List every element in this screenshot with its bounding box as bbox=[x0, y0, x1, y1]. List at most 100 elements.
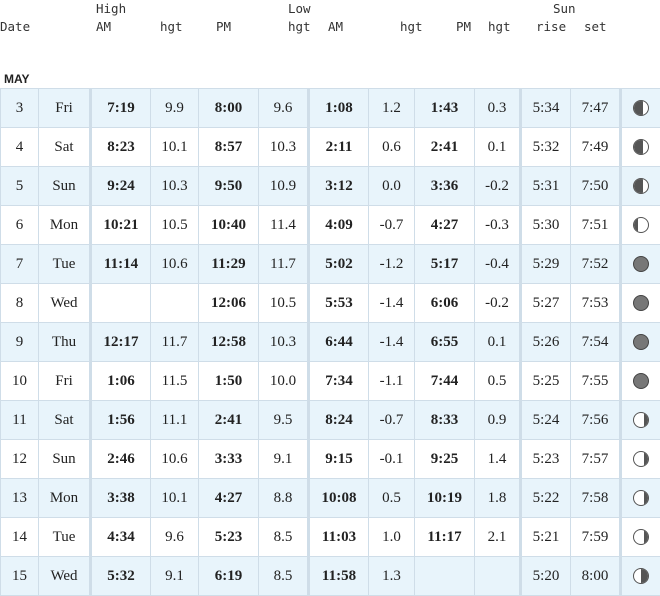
day-cell: 6 bbox=[1, 206, 39, 245]
high-am-time: 11:14 bbox=[91, 245, 151, 284]
waxing-gibbous-icon bbox=[633, 217, 649, 233]
low-am-time: 9:15 bbox=[309, 440, 369, 479]
high-am-height: 10.6 bbox=[151, 440, 199, 479]
high-pm-time: 10:40 bbox=[199, 206, 259, 245]
sunset-cell: 7:51 bbox=[571, 206, 621, 245]
day-cell: 13 bbox=[1, 479, 39, 518]
weekday-cell: Sun bbox=[39, 167, 91, 206]
weekday-cell: Fri bbox=[39, 362, 91, 401]
high-am-time: 8:23 bbox=[91, 128, 151, 167]
header-sun-rise: rise bbox=[536, 20, 566, 34]
high-pm-height: 11.4 bbox=[259, 206, 309, 245]
weekday-cell: Thu bbox=[39, 323, 91, 362]
high-pm-height: 9.6 bbox=[259, 89, 309, 128]
sunrise-cell: 5:27 bbox=[521, 284, 571, 323]
high-am-time: 1:06 bbox=[91, 362, 151, 401]
header-high-am: AM bbox=[96, 20, 111, 34]
low-am-time: 10:08 bbox=[309, 479, 369, 518]
waxing-crescent-icon bbox=[633, 139, 649, 155]
low-am-time: 6:44 bbox=[309, 323, 369, 362]
waxing-crescent-icon bbox=[633, 100, 649, 116]
waxing-crescent-icon bbox=[633, 178, 649, 194]
header-low-pm-hgt: hgt bbox=[488, 20, 511, 34]
high-pm-time: 8:00 bbox=[199, 89, 259, 128]
low-am-height: 1.3 bbox=[369, 557, 415, 596]
sunrise-cell: 5:26 bbox=[521, 323, 571, 362]
high-am-height: 10.6 bbox=[151, 245, 199, 284]
low-pm-time: 1:43 bbox=[415, 89, 475, 128]
header-high-pm: PM bbox=[216, 20, 231, 34]
moon-phase-cell bbox=[621, 479, 660, 518]
high-pm-time: 2:41 bbox=[199, 401, 259, 440]
low-pm-time: 2:41 bbox=[415, 128, 475, 167]
weekday-cell: Sun bbox=[39, 440, 91, 479]
low-pm-time bbox=[415, 557, 475, 596]
day-cell: 4 bbox=[1, 128, 39, 167]
low-am-time: 8:24 bbox=[309, 401, 369, 440]
sunrise-cell: 5:24 bbox=[521, 401, 571, 440]
full-moon-icon bbox=[633, 334, 649, 350]
low-pm-height: -0.3 bbox=[475, 206, 521, 245]
moon-phase-cell bbox=[621, 557, 660, 596]
last-quarter-icon bbox=[633, 568, 649, 584]
high-pm-height: 10.5 bbox=[259, 284, 309, 323]
weekday-cell: Tue bbox=[39, 518, 91, 557]
high-am-height: 10.5 bbox=[151, 206, 199, 245]
day-cell: 5 bbox=[1, 167, 39, 206]
weekday-cell: Sat bbox=[39, 401, 91, 440]
high-am-time: 7:19 bbox=[91, 89, 151, 128]
header-high-am-hgt: hgt bbox=[160, 20, 183, 34]
day-cell: 9 bbox=[1, 323, 39, 362]
high-pm-height: 9.5 bbox=[259, 401, 309, 440]
waning-gibbous-icon bbox=[633, 412, 649, 428]
sunrise-cell: 5:20 bbox=[521, 557, 571, 596]
sunset-cell: 7:53 bbox=[571, 284, 621, 323]
low-am-height: -1.1 bbox=[369, 362, 415, 401]
high-am-time: 5:32 bbox=[91, 557, 151, 596]
sunrise-cell: 5:29 bbox=[521, 245, 571, 284]
low-pm-time: 4:27 bbox=[415, 206, 475, 245]
low-pm-time: 6:06 bbox=[415, 284, 475, 323]
sunrise-cell: 5:25 bbox=[521, 362, 571, 401]
weekday-cell: Wed bbox=[39, 557, 91, 596]
high-am-time bbox=[91, 284, 151, 323]
high-pm-height: 10.3 bbox=[259, 323, 309, 362]
sunset-cell: 7:55 bbox=[571, 362, 621, 401]
low-pm-height: 2.1 bbox=[475, 518, 521, 557]
high-am-height: 10.1 bbox=[151, 128, 199, 167]
low-am-time: 3:12 bbox=[309, 167, 369, 206]
high-pm-height: 8.5 bbox=[259, 518, 309, 557]
high-am-height: 9.1 bbox=[151, 557, 199, 596]
low-pm-height: 0.9 bbox=[475, 401, 521, 440]
sunset-cell: 7:49 bbox=[571, 128, 621, 167]
weekday-cell: Mon bbox=[39, 479, 91, 518]
low-pm-height: 0.1 bbox=[475, 323, 521, 362]
day-cell: 11 bbox=[1, 401, 39, 440]
high-am-height: 9.6 bbox=[151, 518, 199, 557]
header-high: High bbox=[96, 2, 126, 16]
day-cell: 12 bbox=[1, 440, 39, 479]
sunrise-cell: 5:32 bbox=[521, 128, 571, 167]
high-am-height: 10.3 bbox=[151, 167, 199, 206]
full-moon-icon bbox=[633, 295, 649, 311]
sunrise-cell: 5:21 bbox=[521, 518, 571, 557]
high-pm-height: 10.0 bbox=[259, 362, 309, 401]
header-low-am-hgt: hgt bbox=[400, 20, 423, 34]
high-pm-height: 11.7 bbox=[259, 245, 309, 284]
high-pm-time: 5:23 bbox=[199, 518, 259, 557]
moon-phase-cell bbox=[621, 245, 660, 284]
high-am-time: 2:46 bbox=[91, 440, 151, 479]
header-date: Date bbox=[0, 20, 30, 34]
low-am-height: -0.7 bbox=[369, 401, 415, 440]
high-pm-time: 1:50 bbox=[199, 362, 259, 401]
header-low: Low bbox=[288, 2, 311, 16]
weekday-cell: Mon bbox=[39, 206, 91, 245]
sunrise-cell: 5:31 bbox=[521, 167, 571, 206]
sunset-cell: 7:50 bbox=[571, 167, 621, 206]
